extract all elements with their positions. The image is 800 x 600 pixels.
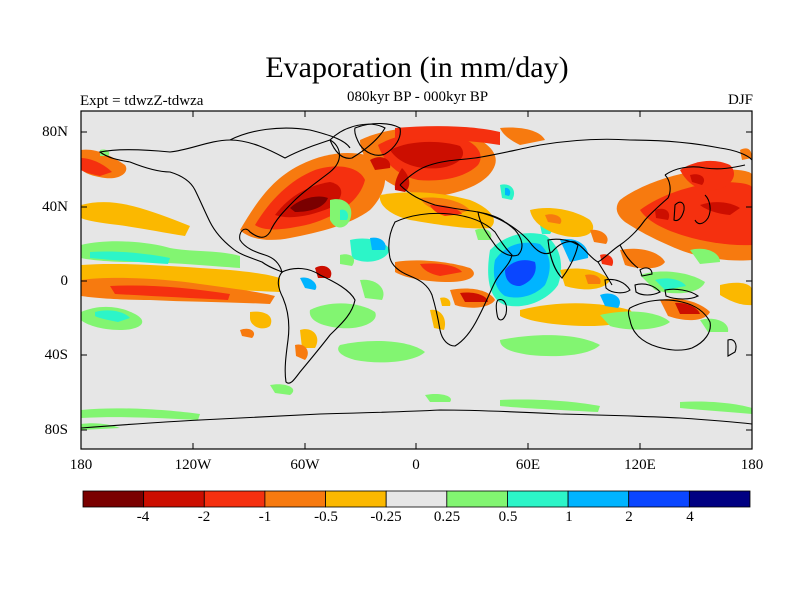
- lat-label-80s: 80S: [44, 422, 68, 438]
- colorbar-swatch: [82, 490, 145, 508]
- colorbar-swatch: [507, 490, 569, 508]
- colorbar: [82, 490, 751, 508]
- colorbar-label: -0.5: [314, 509, 338, 525]
- lat-label-0: 0: [60, 273, 69, 289]
- colorbar-swatch: [325, 490, 387, 508]
- colorbar-label: -4: [136, 509, 150, 525]
- colorbar-swatch: [264, 490, 326, 508]
- evaporation-anomaly-field: [81, 126, 752, 430]
- colorbar-swatch: [143, 490, 205, 508]
- colorbar-swatch: [688, 490, 751, 508]
- season-label: DJF: [727, 92, 753, 108]
- colorbar-swatch: [567, 490, 630, 508]
- experiment-label: Expt = tdwzZ-tdwza: [80, 93, 204, 109]
- lat-label-40n: 40N: [42, 199, 68, 215]
- colorbar-label: -2: [197, 509, 211, 525]
- lon-label-180w: 180: [69, 457, 93, 473]
- lon-label-60w: 60W: [290, 457, 320, 473]
- colorbar-label: 0.25: [433, 509, 461, 525]
- colorbar-swatch: [385, 490, 448, 508]
- lat-label-40s: 40S: [44, 347, 68, 363]
- lon-label-120w: 120W: [174, 457, 212, 473]
- map-title: Evaporation (in mm/day): [265, 51, 569, 84]
- colorbar-swatch: [628, 490, 690, 508]
- colorbar-swatch: [446, 490, 508, 508]
- coastlines: [81, 122, 752, 429]
- colorbar-label: -0.25: [370, 509, 402, 525]
- colorbar-label: 4: [686, 509, 694, 525]
- lon-label-120e: 120E: [624, 457, 656, 473]
- lon-label-180e: 180: [740, 457, 764, 473]
- lat-label-80n: 80N: [42, 124, 68, 140]
- colorbar-label: 1: [565, 509, 573, 525]
- colorbar-swatch: [203, 490, 266, 508]
- map-subtitle: 080kyr BP - 000kyr BP: [346, 89, 489, 105]
- colorbar-label: -1: [258, 509, 272, 525]
- colorbar-label: 2: [625, 509, 633, 525]
- map-ticks: [81, 111, 752, 449]
- colorbar-label: 0.5: [498, 509, 518, 525]
- lon-label-60e: 60E: [515, 457, 541, 473]
- lon-label-0: 0: [412, 457, 420, 473]
